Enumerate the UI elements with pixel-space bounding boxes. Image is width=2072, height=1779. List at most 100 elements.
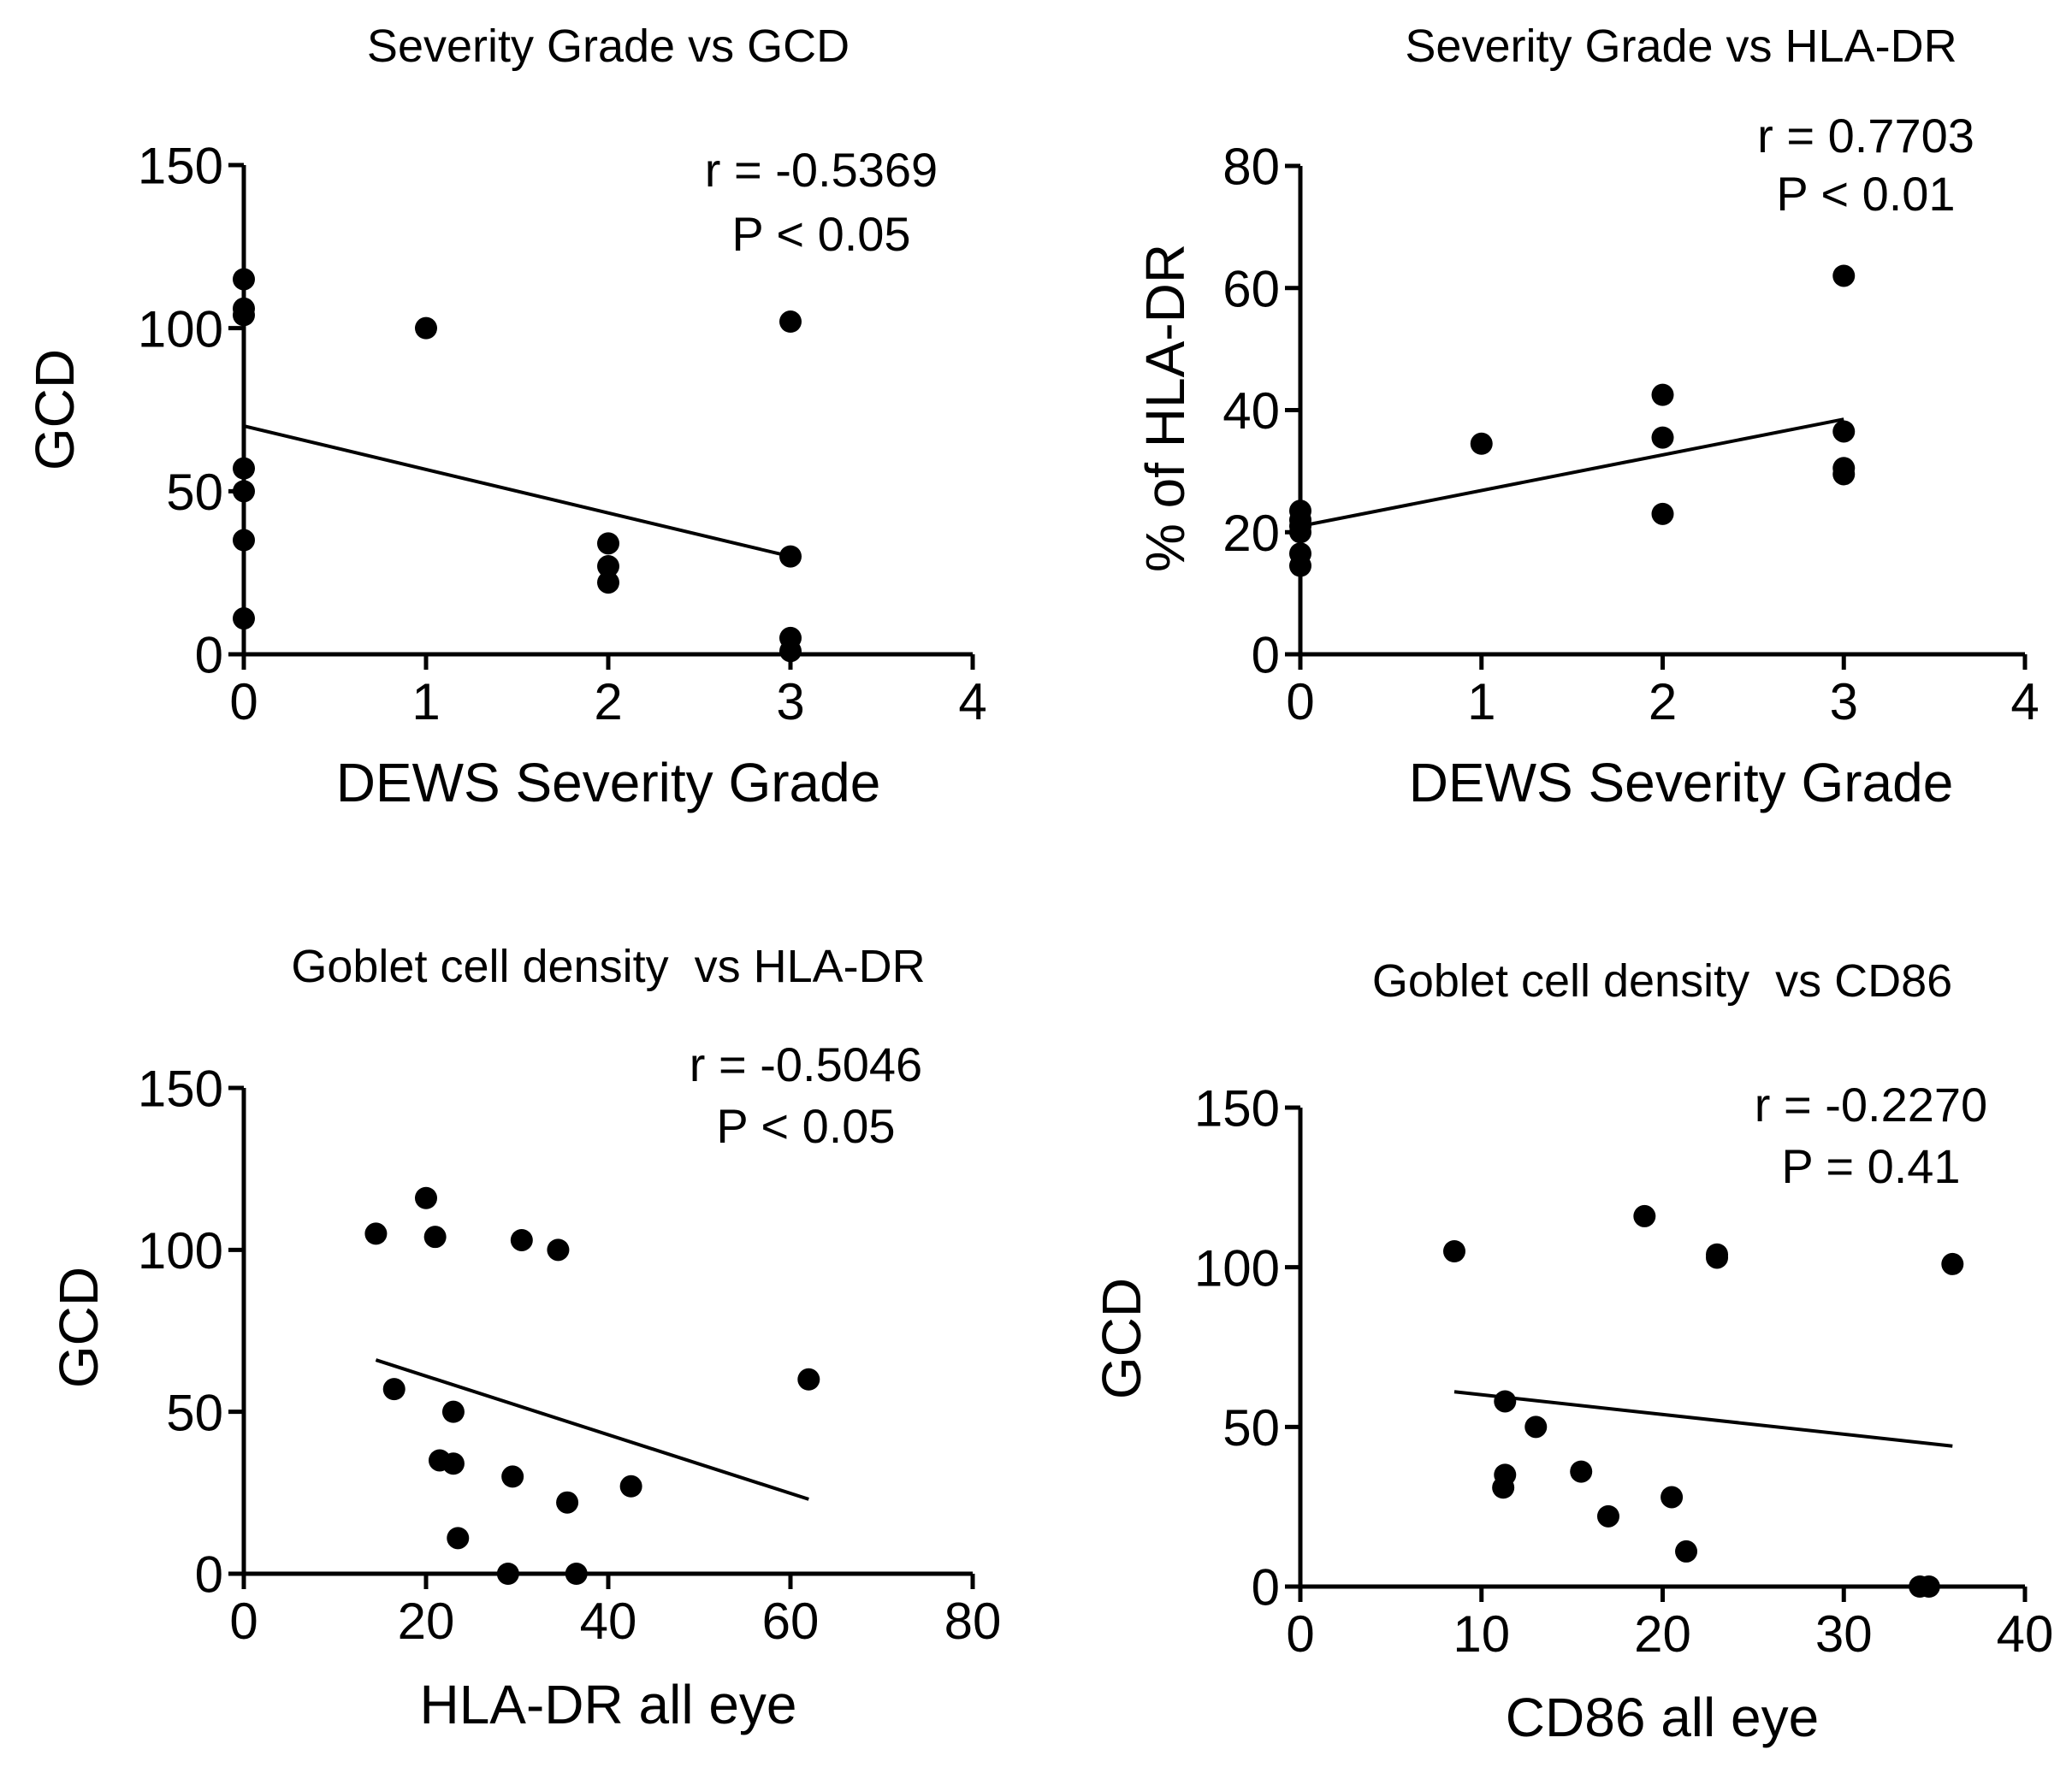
data-point bbox=[779, 310, 802, 334]
data-point bbox=[1651, 502, 1674, 525]
y-tick-label: 50 bbox=[166, 464, 223, 521]
data-point bbox=[447, 1527, 470, 1550]
regression-line bbox=[1299, 417, 1844, 529]
x-axis-label: HLA-DR all eye bbox=[419, 1674, 796, 1735]
data-point bbox=[1661, 1486, 1684, 1509]
x-tick-label: 0 bbox=[1286, 673, 1314, 730]
data-point bbox=[1524, 1416, 1548, 1439]
annotation-r: r = 0.7703 bbox=[1757, 109, 1974, 163]
data-point bbox=[556, 1491, 579, 1514]
panel-gcd-vs-hla-dr: Goblet cell density vs HLA-DR GCD HLA-DR… bbox=[48, 941, 1001, 1735]
annotation-p: P < 0.05 bbox=[716, 1099, 895, 1153]
data-point bbox=[1706, 1246, 1729, 1269]
x-tick-label: 40 bbox=[1997, 1605, 2054, 1663]
data-point bbox=[1442, 1240, 1465, 1262]
data-point bbox=[797, 1368, 820, 1391]
y-tick-label: 150 bbox=[138, 1061, 223, 1118]
data-point bbox=[597, 532, 619, 555]
y-axis-label: % of HLA-DR bbox=[1134, 244, 1196, 572]
panel-severity-vs-hla-dr: Severity Grade vs HLA-DR % of HLA-DR DEW… bbox=[1134, 21, 2039, 813]
data-point bbox=[496, 1563, 519, 1585]
chart-title: Goblet cell density vs CD86 bbox=[1372, 955, 1952, 1007]
data-point bbox=[1651, 383, 1674, 406]
y-tick-label: 50 bbox=[166, 1384, 223, 1441]
annotation-p: P < 0.05 bbox=[731, 207, 910, 261]
data-point bbox=[233, 529, 255, 552]
data-point bbox=[779, 640, 802, 663]
data-point bbox=[597, 555, 619, 578]
data-point bbox=[1494, 1390, 1517, 1413]
scatter-points bbox=[364, 1186, 820, 1585]
data-point bbox=[423, 1226, 447, 1249]
data-point bbox=[510, 1228, 533, 1251]
x-tick-label: 2 bbox=[1649, 673, 1677, 730]
data-point bbox=[1596, 1504, 1619, 1528]
chart-title: Goblet cell density vs HLA-DR bbox=[291, 941, 925, 992]
y-axis-label: GCD bbox=[1091, 1278, 1152, 1399]
data-point bbox=[233, 457, 255, 480]
data-point bbox=[233, 304, 255, 327]
data-point bbox=[779, 545, 802, 568]
panel-gcd-vs-cd86: Goblet cell density vs CD86 GCD CD86 all… bbox=[1091, 955, 2053, 1748]
annotation-r: r = -0.5046 bbox=[690, 1037, 922, 1091]
data-point bbox=[565, 1563, 588, 1585]
x-tick-label: 80 bbox=[944, 1593, 1002, 1650]
x-tick-label: 10 bbox=[1453, 1605, 1510, 1663]
chart-title: Severity Grade vs GCD bbox=[367, 21, 850, 72]
y-axis-label: GCD bbox=[48, 1267, 110, 1388]
data-point bbox=[1570, 1460, 1593, 1483]
data-point bbox=[1651, 426, 1674, 449]
data-point bbox=[1492, 1476, 1515, 1499]
y-tick-label: 150 bbox=[138, 138, 223, 195]
regression-line bbox=[375, 1358, 809, 1501]
data-point bbox=[1941, 1252, 1964, 1275]
scatter-points bbox=[1442, 1204, 1964, 1598]
x-tick-label: 30 bbox=[1815, 1605, 1873, 1663]
y-tick-label: 0 bbox=[1252, 1559, 1280, 1616]
data-point bbox=[415, 1186, 437, 1209]
x-tick-label: 4 bbox=[2010, 673, 2039, 730]
data-point bbox=[382, 1378, 406, 1401]
data-point bbox=[415, 316, 437, 340]
annotation-r: r = -0.5369 bbox=[705, 143, 938, 197]
scatter-points bbox=[1289, 264, 1856, 577]
data-point bbox=[501, 1465, 524, 1488]
data-point bbox=[597, 571, 619, 594]
y-tick-label: 100 bbox=[1194, 1239, 1280, 1297]
x-axis-label: DEWS Severity Grade bbox=[1409, 752, 1954, 813]
chart-title: Severity Grade vs HLA-DR bbox=[1405, 21, 1957, 72]
y-tick-label: 20 bbox=[1222, 505, 1280, 562]
x-tick-label: 4 bbox=[958, 673, 986, 730]
data-point bbox=[1832, 264, 1856, 287]
x-tick-label: 3 bbox=[1830, 673, 1858, 730]
x-tick-label: 0 bbox=[229, 673, 258, 730]
data-point bbox=[1289, 554, 1311, 577]
data-point bbox=[441, 1452, 465, 1475]
x-tick-label: 0 bbox=[1286, 1605, 1314, 1663]
y-tick-label: 100 bbox=[138, 1222, 223, 1280]
regression-line bbox=[243, 424, 791, 559]
data-point bbox=[1832, 463, 1856, 486]
x-tick-label: 0 bbox=[229, 1593, 258, 1650]
data-point bbox=[1470, 432, 1493, 455]
axes: 0 10 20 30 40 0 50 100 150 bbox=[1194, 1080, 2053, 1663]
y-tick-label: 50 bbox=[1222, 1399, 1280, 1457]
annotation-p: P < 0.01 bbox=[1776, 167, 1955, 221]
x-tick-label: 20 bbox=[1634, 1605, 1691, 1663]
data-point bbox=[233, 480, 255, 503]
y-axis-label: GCD bbox=[24, 349, 86, 470]
x-tick-label: 20 bbox=[398, 1593, 455, 1650]
scatter-points bbox=[233, 268, 802, 663]
axes: 0 20 40 60 80 0 50 100 150 bbox=[138, 1061, 1001, 1650]
y-tick-label: 150 bbox=[1194, 1080, 1280, 1138]
data-point bbox=[619, 1475, 642, 1498]
data-point bbox=[1675, 1540, 1698, 1563]
y-tick-label: 0 bbox=[195, 1546, 223, 1604]
data-point bbox=[1917, 1575, 1940, 1598]
data-point bbox=[547, 1238, 570, 1262]
axes: 0 1 2 3 4 0 50 100 150 bbox=[138, 138, 987, 730]
data-point bbox=[1633, 1204, 1656, 1227]
x-axis-label: DEWS Severity Grade bbox=[336, 752, 881, 813]
data-point bbox=[1289, 521, 1311, 544]
